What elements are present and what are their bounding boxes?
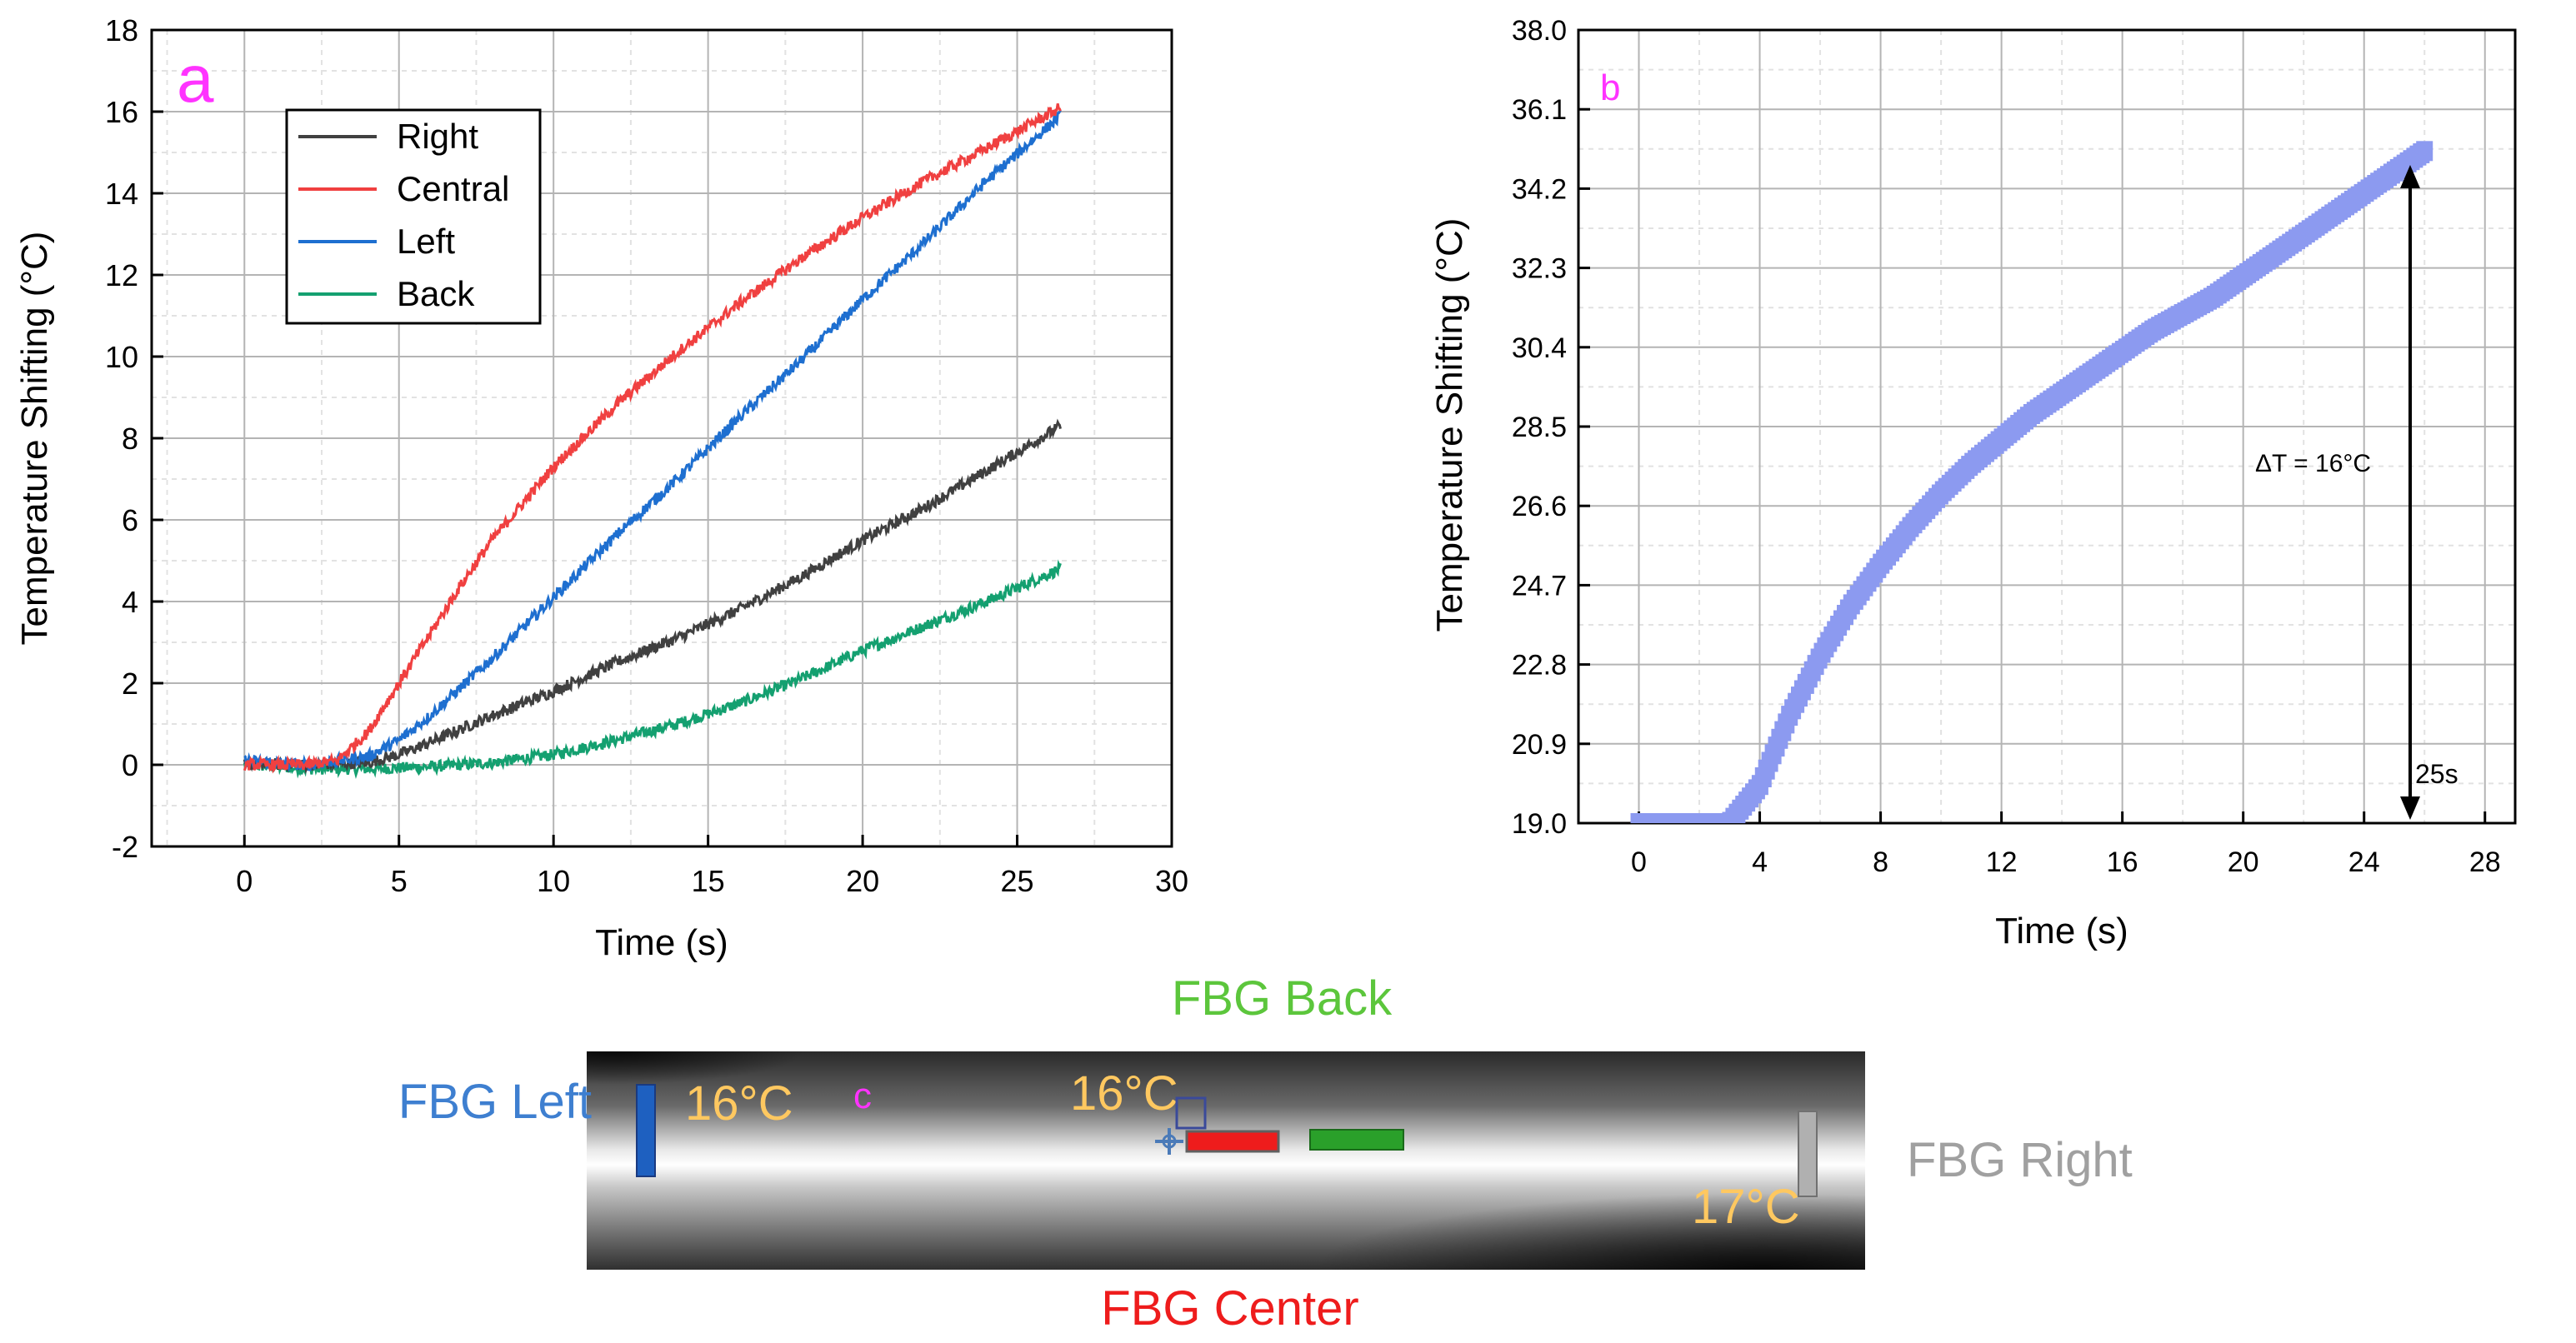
y-tick-label: 36.1 [1512,94,1567,126]
y-tick-label: 19.0 [1512,808,1567,840]
y-tick-label: 24.7 [1512,570,1567,602]
fbg-center-marker [1185,1130,1280,1153]
legend-label-back: Back [397,274,475,313]
data-point [2416,141,2433,162]
y-tick-label: 10 [105,340,138,374]
y-axis-label-b: Temperature Shifting (°C) [1429,218,1470,632]
y-tick-label: 30.4 [1512,332,1567,364]
delta-arrow-head-bottom [2400,796,2420,820]
series-line-left [243,109,1062,772]
x-tick-label: 4 [1752,846,1768,878]
x-tick-label: 24 [2348,846,2380,878]
fbg-back-label: FBG Back [1172,971,1393,1026]
series-line-back [243,559,1062,780]
series-lines-a [243,103,1062,780]
legend-a: Right Central Left Back [285,108,542,325]
x-tick-label: 0 [236,864,253,898]
ticks-b: 0 4 8 12 16 20 24 28 19.0 20.9 22.8 24.7 26.6 28.5 30.… [1512,15,2501,878]
y-tick-label: 14 [105,177,138,211]
x-tick-label: 28 [2469,846,2501,878]
panel-label-a: a [177,42,214,116]
y-tick-label: 26.6 [1512,491,1567,522]
x-axis-label-a: Time (s) [595,922,728,963]
fbg-left-label: FBG Left [398,1075,592,1129]
y-tick-label: 38.0 [1512,15,1567,47]
y-tick-label: 8 [122,422,138,456]
fbg-back-marker [1309,1129,1404,1151]
legend-label-right: Right [397,117,478,156]
thermal-image-panel: FBG Back FBG Left 16°C c 16°C 17°C FBG R… [398,971,2133,1336]
delta-arrow-head-top [2400,165,2420,188]
temp-left-label: 16°C [685,1076,793,1131]
y-tick-label: 22.8 [1512,650,1567,681]
grid-b [1578,29,2515,824]
y-tick-label: 0 [122,748,138,782]
legend-box-a [285,108,542,325]
temp-center-label: 16°C [1070,1066,1178,1121]
thermal-image-shade-tl [587,1051,1865,1270]
temp-right-label: 17°C [1692,1180,1800,1234]
series-line-central [243,103,1062,774]
chart-panel-b: 0 4 8 12 16 20 24 28 19.0 20.9 22.8 24.7 26.6 28.5 30.… [1429,15,2517,951]
y-tick-label: 2 [122,667,138,701]
legend-label-central: Central [397,169,509,208]
fbg-center-label: FBG Center [1101,1281,1358,1336]
y-axis-label-a: Temperature Shifting (°C) [14,232,55,646]
measure-box [1175,1096,1207,1130]
x-tick-label: 16 [2107,846,2138,878]
panel-label-c: c [853,1076,872,1116]
panel-label-b: b [1600,67,1620,108]
crosshair-icon [1155,1128,1183,1155]
fbg-left-marker [636,1084,656,1177]
fbg-right-marker [1798,1111,1818,1197]
y-tick-label: 28.5 [1512,412,1567,443]
x-tick-label: 15 [692,864,725,898]
delta-t-annotation: ΔT = 16°C [2255,450,2371,477]
y-tick-label: 4 [122,585,138,619]
x-tick-label: 20 [2228,846,2259,878]
y-tick-label: 18 [105,13,138,47]
y-tick-label: 16 [105,95,138,129]
y-tick-label: 34.2 [1512,173,1567,205]
y-tick-label: 6 [122,503,138,537]
x-tick-label: 20 [846,864,879,898]
x-tick-label: 8 [1873,846,1888,878]
x-tick-label: 25 [1001,864,1034,898]
x-tick-label: 5 [391,864,408,898]
x-tick-label: 12 [1986,846,2018,878]
x-tick-label: 10 [537,864,570,898]
fbg-right-label: FBG Right [1907,1133,2133,1187]
ticks-a: 0 5 10 15 20 25 30 -2 0 2 4 6 8 10 12 14 16 18 [105,13,1188,898]
duration-annotation: 25s [2415,759,2458,789]
x-axis-label-b: Time (s) [1995,911,2128,951]
y-tick-label: 32.3 [1512,253,1567,285]
chart-panel-a: 0 5 10 15 20 25 30 -2 0 2 4 6 8 10 12 14 16 18 a Time (s)… [14,13,1188,963]
delta-arrow [2400,165,2420,820]
series-points-b [1630,141,2433,823]
y-tick-label: -2 [112,830,138,864]
legend-label-left: Left [397,222,455,261]
x-tick-label: 30 [1155,864,1188,898]
x-tick-label: 0 [1631,846,1647,878]
y-tick-label: 20.9 [1512,729,1567,761]
y-tick-label: 12 [105,258,138,292]
series-line-right [243,418,1062,775]
